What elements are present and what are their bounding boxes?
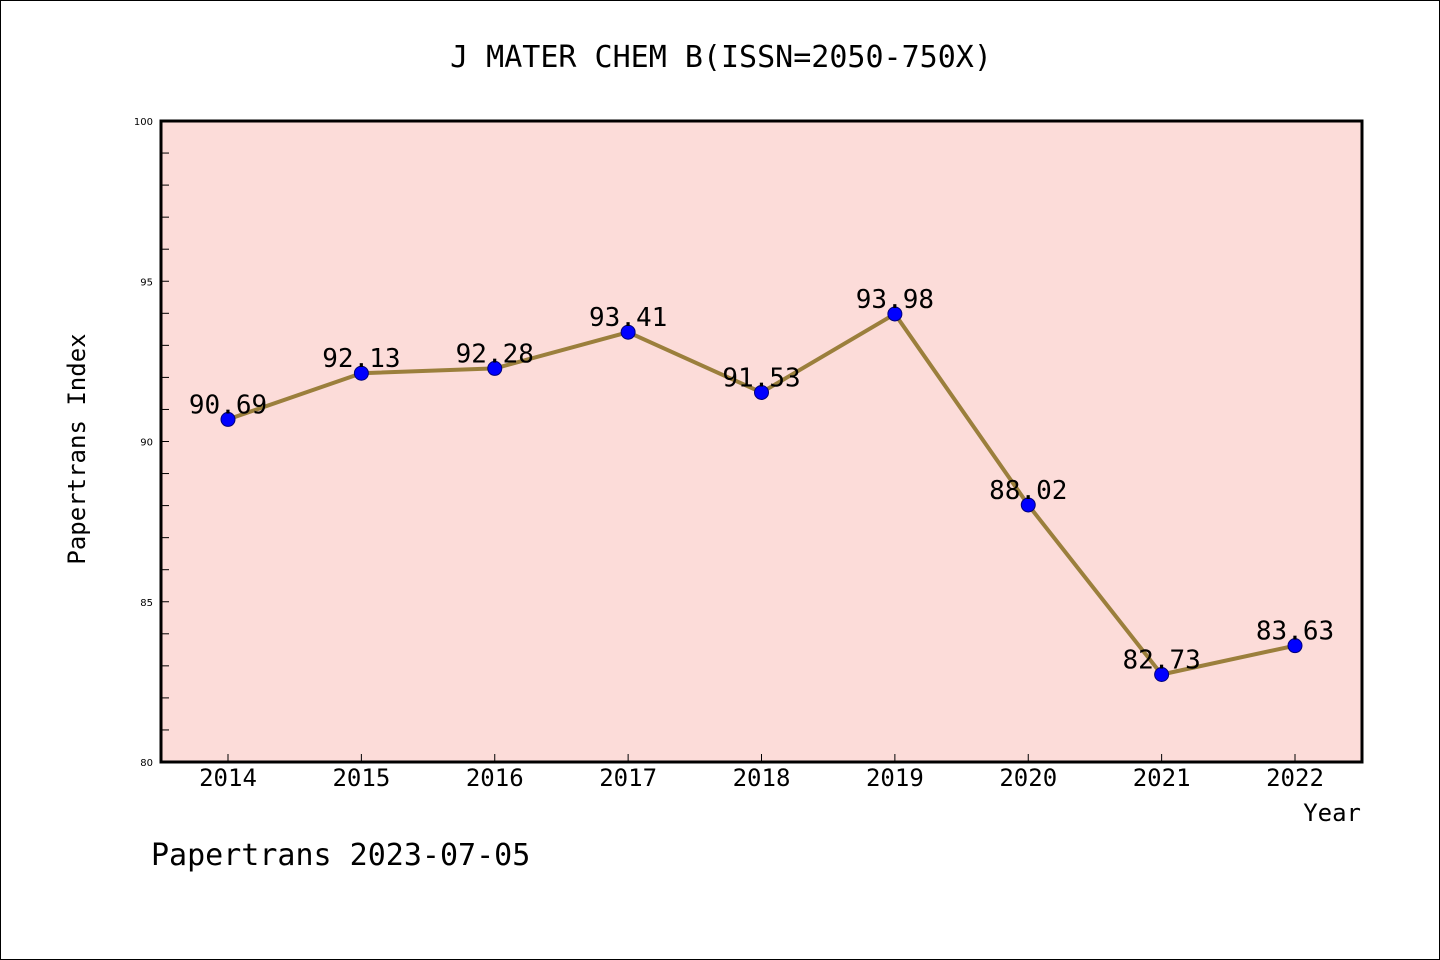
data-point-marker: [220, 411, 236, 427]
y-tick-label: 85: [140, 598, 153, 609]
data-label: 93.41: [589, 303, 667, 333]
y-axis-ticks: 80 85 90 95 100: [134, 117, 169, 769]
data-label: 92.13: [322, 344, 400, 374]
data-point-marker: [487, 360, 503, 376]
data-label: 88.02: [989, 476, 1067, 506]
x-tick-label: 2022: [1266, 764, 1324, 792]
data-point-marker: [1020, 497, 1036, 513]
series-layer: 90.69 92.13 92.28 93.41 91.53 93.98 88.02 82.73…: [189, 285, 1334, 683]
x-tick-label: 2016: [466, 764, 524, 792]
x-tick-label: 2014: [199, 764, 257, 792]
x-tick-label: 2020: [999, 764, 1057, 792]
data-point-marker: [620, 324, 636, 340]
data-point-marker: [1287, 638, 1303, 654]
x-axis-title: Year: [1303, 799, 1361, 827]
x-tick-label: 2018: [733, 764, 791, 792]
data-label: 90.69: [189, 390, 267, 420]
x-tick-label: 2015: [332, 764, 390, 792]
y-tick-label: 90: [140, 438, 153, 449]
y-tick-label: 100: [134, 117, 153, 128]
chart-title: J MATER CHEM B(ISSN=2050-750X): [450, 40, 992, 75]
x-tick-label: 2019: [866, 764, 924, 792]
data-point-marker: [754, 384, 769, 400]
data-point-marker: [1154, 667, 1170, 683]
data-label: 92.28: [456, 339, 534, 369]
y-tick-label: 95: [140, 277, 153, 288]
data-point-marker: [887, 306, 903, 322]
y-axis-title: Papertrans Index: [63, 333, 91, 564]
x-axis-ticks: 2014 2015 2016 2017 2018 2019 2020 2021 2022: [199, 754, 1324, 792]
data-label: 82.73: [1122, 646, 1200, 676]
y-tick-label: 80: [140, 758, 153, 769]
data-label: 91.53: [722, 363, 800, 393]
x-tick-label: 2021: [1133, 764, 1191, 792]
data-label: 93.98: [856, 285, 934, 315]
footer-note: Papertrans 2023-07-05: [151, 838, 530, 873]
x-tick-label: 2017: [599, 764, 657, 792]
data-label: 83.63: [1256, 617, 1334, 647]
plot-area: [159, 119, 1364, 764]
data-point-marker: [353, 365, 369, 381]
